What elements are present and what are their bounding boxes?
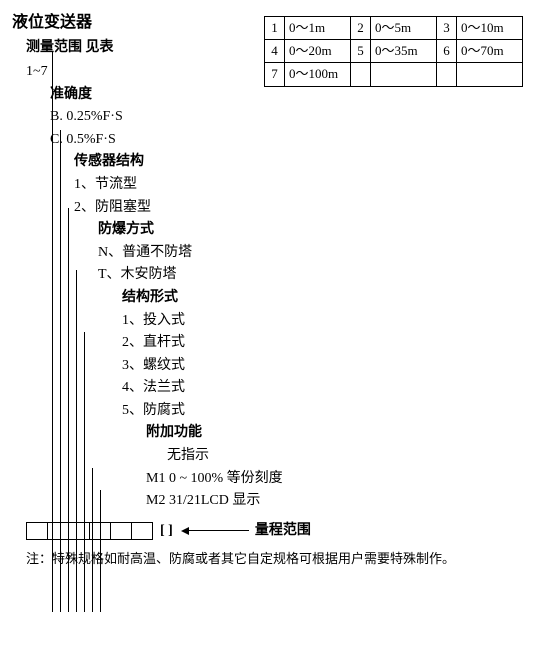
sensor-item: 1、节流型 [74, 175, 527, 195]
structure-item: 3、螺纹式 [122, 356, 527, 376]
sensor-item: 2、防阻塞型 [74, 198, 527, 218]
explosion-heading: 防爆方式 [98, 220, 527, 240]
footnote: 注：特殊规格如耐高温、防腐或者其它自定规格可根据用户需要特殊制作。 [26, 550, 527, 568]
structure-item: 2、直杆式 [122, 333, 527, 353]
code-box [89, 522, 111, 540]
additional-item: 无指示 [146, 446, 527, 466]
structure-heading: 结构形式 [122, 288, 527, 308]
explosion-item: N、普通不防塔 [98, 243, 527, 263]
code-box [47, 522, 69, 540]
structure-item: 1、投入式 [122, 311, 527, 331]
range-table: 1 0～1m 2 0～5m 3 0～10m 4 0～20m 5 0～35m 6 … [264, 16, 523, 87]
arrow-left-icon [181, 521, 249, 541]
code-box [68, 522, 90, 540]
additional-item: M1 0 ~ 100% 等份刻度 [146, 469, 527, 489]
explosion-item: T、木安防塔 [98, 265, 527, 285]
bracket: [ ] [160, 521, 173, 541]
bottom-row: [ ] 量程范围 [26, 521, 527, 541]
code-boxes [26, 522, 152, 540]
sensor-heading: 传感器结构 [74, 152, 527, 172]
accuracy-item: C. 0.5%F·S [50, 130, 527, 150]
table-row: 4 0～20m 5 0～35m 6 0～70m [265, 40, 523, 63]
code-box [26, 522, 48, 540]
additional-heading: 附加功能 [146, 423, 527, 443]
additional-item: M2 31/21LCD 显示 [146, 491, 527, 511]
table-row: 1 0～1m 2 0～5m 3 0～10m [265, 17, 523, 40]
code-box [131, 522, 153, 540]
tree-area: 准确度 B. 0.25%F·S C. 0.5%F·S 传感器结构 1、节流型 2… [26, 85, 527, 511]
accuracy-item: B. 0.25%F·S [50, 107, 527, 127]
structure-item: 5、防腐式 [122, 401, 527, 421]
structure-item: 4、法兰式 [122, 378, 527, 398]
range-label: 量程范围 [255, 521, 311, 541]
table-row: 7 0～100m [265, 63, 523, 86]
accuracy-heading: 准确度 [50, 85, 527, 105]
code-box [110, 522, 132, 540]
